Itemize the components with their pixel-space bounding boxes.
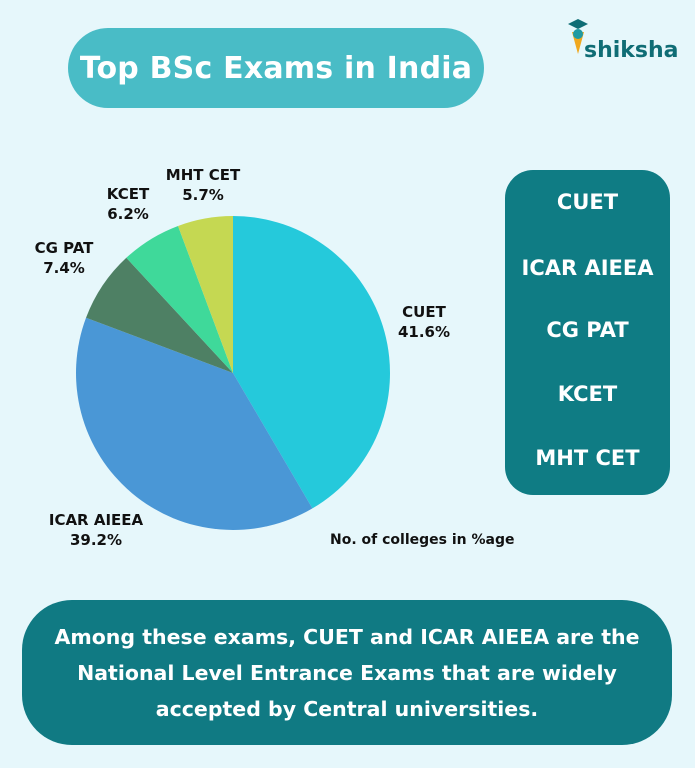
- slice-label-icar-aieea: ICAR AIEEA 39.2%: [36, 510, 156, 550]
- exam-list-item-cg-pat: CG PAT: [546, 318, 629, 342]
- slice-name-icar-aieea: ICAR AIEEA: [48, 511, 144, 529]
- pie-chart: [76, 216, 390, 530]
- title-banner: Top BSc Exams in India: [68, 28, 484, 108]
- slice-value-cuet: 41.6%: [397, 323, 451, 341]
- pie-slice-icar-aieea: [76, 317, 313, 530]
- slice-name-cuet: CUET: [402, 303, 446, 321]
- shiksha-logo-icon: [568, 19, 588, 54]
- slice-name-kcet: KCET: [106, 185, 150, 203]
- slice-label-mht-cet: MHT CET 5.7%: [158, 165, 248, 205]
- slice-name-cg-pat: CG PAT: [34, 239, 94, 257]
- logo-text: shiksha: [584, 38, 679, 63]
- pie-slice-cg-pat: [86, 257, 233, 373]
- slice-label-kcet: KCET 6.2%: [98, 184, 158, 224]
- pie-slice-mht-cet: [178, 216, 233, 373]
- exam-list-item-icar-aieea: ICAR AIEEA: [521, 256, 654, 280]
- pie-slice-kcet: [126, 225, 233, 373]
- summary-text: Among these exams, CUET and ICAR AIEEA a…: [54, 624, 640, 721]
- slice-value-mht-cet: 5.7%: [182, 186, 224, 204]
- slice-value-cg-pat: 7.4%: [43, 259, 85, 277]
- exam-list-item-mht-cet: MHT CET: [535, 446, 640, 470]
- chart-caption: No. of colleges in %age: [330, 532, 515, 548]
- slice-value-kcet: 6.2%: [107, 205, 149, 223]
- pie-slice-cuet: [233, 216, 390, 509]
- exam-list-item-kcet: KCET: [557, 382, 618, 406]
- slice-label-cg-pat: CG PAT 7.4%: [24, 238, 104, 278]
- exam-list-panel: CUET ICAR AIEEA CG PAT KCET MHT CET: [505, 170, 670, 495]
- exam-list-item-cuet: CUET: [556, 190, 619, 214]
- page-title: Top BSc Exams in India: [79, 50, 473, 86]
- slice-name-mht-cet: MHT CET: [165, 166, 241, 184]
- slice-label-cuet: CUET 41.6%: [388, 302, 460, 342]
- slice-value-icar-aieea: 39.2%: [69, 531, 123, 549]
- summary-banner: Among these exams, CUET and ICAR AIEEA a…: [22, 600, 672, 745]
